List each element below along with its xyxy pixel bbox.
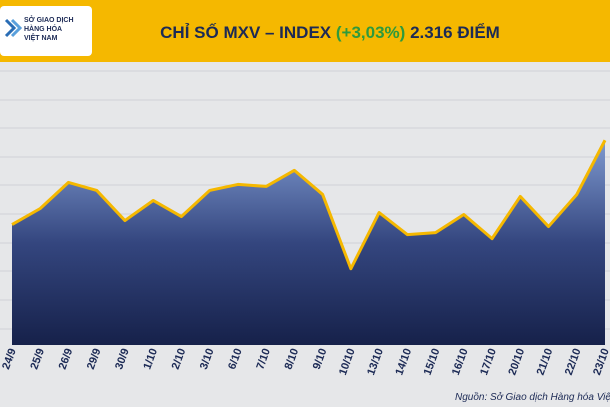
source: Nguồn: Sở Giao dịch Hàng hóa Việt Nam [455,391,610,403]
header-band [0,0,610,62]
logo-box [0,6,92,56]
logo-text: SỞ GIAO DỊCH [24,15,74,24]
logo-text: HÀNG HÓA [24,24,62,33]
line [11,139,607,271]
title-change: (+3,03%) [336,23,405,42]
title-points: 2.316 ĐIỂM [410,23,500,42]
logo-text: VIỆT NAM [24,33,58,42]
area [12,140,605,345]
chart-title: CHỈ SỐ MXV – INDEX (+3,03%) 2.316 ĐIỂM [160,22,500,42]
title-text: CHỈ SỐ MXV – INDEX [160,22,332,42]
logo-icon [4,18,23,38]
